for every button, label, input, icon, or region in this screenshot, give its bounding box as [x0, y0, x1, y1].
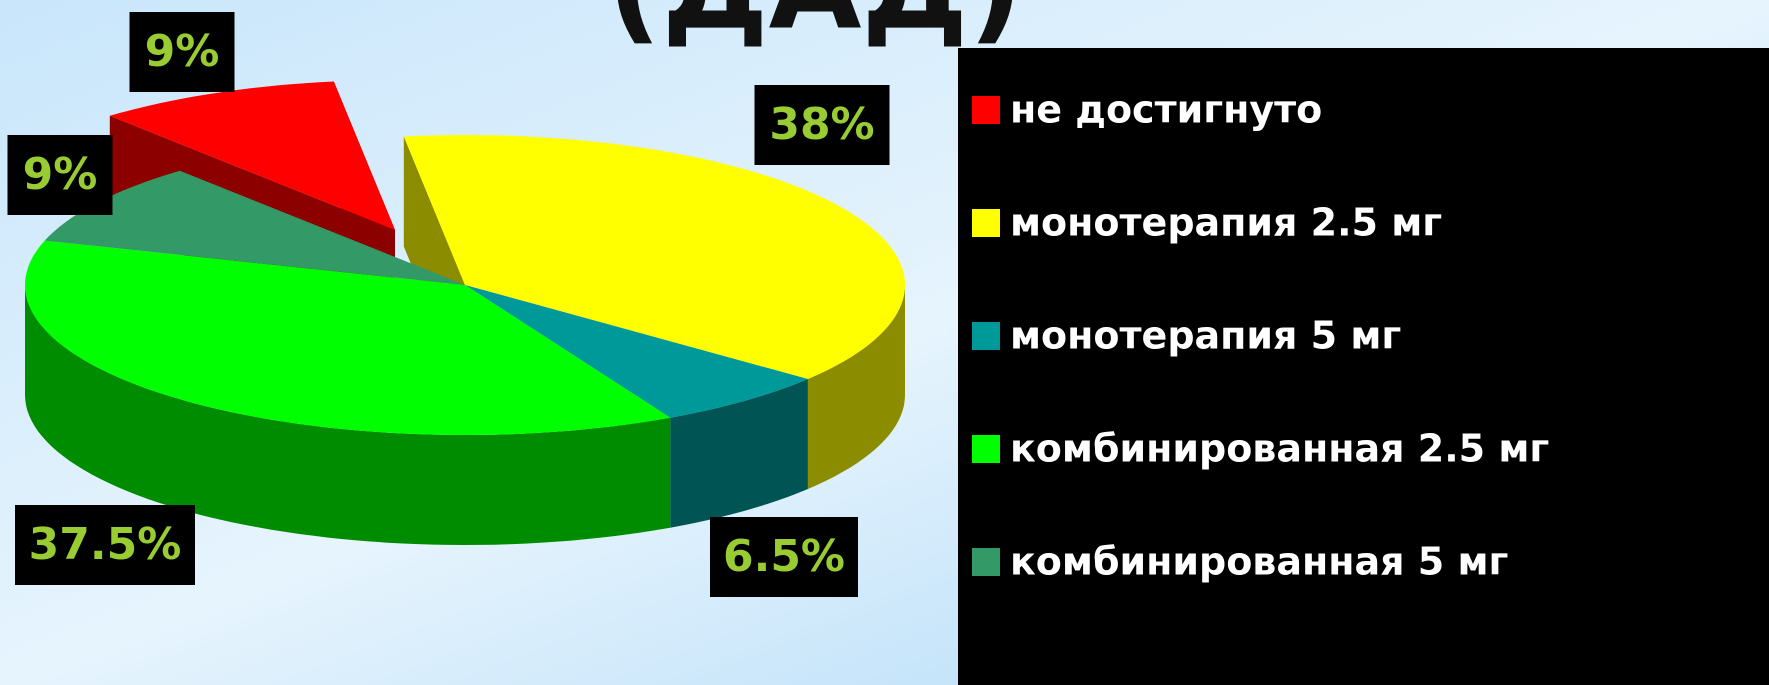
legend-swatch	[972, 96, 1000, 124]
data-label-box	[7, 135, 113, 215]
legend-swatch	[972, 209, 1000, 237]
chart-title: (ДАД)	[607, 0, 1023, 57]
data-label: 9%	[23, 149, 98, 200]
slice-wall	[670, 379, 808, 528]
data-label-box	[15, 505, 195, 585]
legend-swatch	[972, 322, 1000, 350]
data-label-box	[129, 12, 235, 92]
slice	[25, 240, 671, 435]
slice-wall	[807, 285, 905, 489]
data-label: 9%	[145, 26, 220, 77]
legend-swatch	[972, 548, 1000, 576]
legend-box	[958, 48, 1769, 685]
legend-label: монотерапия 5 мг	[1010, 314, 1401, 358]
legend-label: не достигнуто	[1010, 88, 1322, 132]
slice-wall	[25, 285, 671, 545]
legend-label: комбинированная 2.5 мг	[1010, 427, 1549, 471]
slice	[44, 170, 465, 285]
legend-swatch	[972, 435, 1000, 463]
data-label: 6.5%	[723, 531, 845, 582]
slice	[465, 285, 808, 418]
slice	[109, 81, 396, 230]
data-label-box	[754, 85, 890, 165]
data-label: 38%	[769, 99, 874, 150]
data-label: 37.5%	[29, 519, 182, 570]
legend-label: монотерапия 2.5 мг	[1010, 201, 1442, 245]
data-label-box	[710, 517, 858, 597]
legend-label: комбинированная 5 мг	[1010, 540, 1508, 584]
slice	[403, 135, 905, 379]
